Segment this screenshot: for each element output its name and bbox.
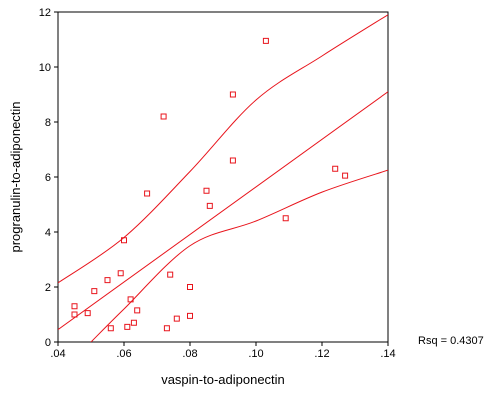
data-point-22 (229, 91, 236, 98)
data-point-20 (203, 187, 210, 194)
y-tick-label-3: 4 (45, 227, 51, 239)
data-point-7 (117, 270, 124, 277)
data-point-23 (229, 157, 236, 164)
data-point-10 (127, 296, 134, 303)
data-point-11 (130, 319, 137, 326)
data-point-3 (84, 310, 91, 317)
data-point-19 (187, 312, 193, 319)
data-point-13 (144, 190, 151, 197)
y-tick-label-6: 10 (39, 62, 51, 74)
y-tick-label-1: 0 (45, 337, 51, 349)
x-tick-label-4: .10 (248, 348, 263, 360)
confidence-bands (58, 14, 388, 342)
x-tick-label-5: .12 (314, 348, 329, 360)
data-point-24 (262, 37, 269, 44)
regression-line (58, 91, 388, 331)
data-point-16 (167, 271, 174, 278)
data-point-14 (160, 113, 167, 120)
y-axis-ticks: 0 2 4 6 8 10 12 (39, 7, 58, 349)
plot-frame (57, 11, 389, 343)
x-axis-ticks: .04 .06 .08 .10 .12 .14 (50, 342, 396, 360)
data-point-21 (206, 202, 213, 209)
data-point-27 (342, 172, 349, 179)
y-axis-title: progranulin-to-adiponectin (8, 101, 23, 252)
data-points (71, 37, 349, 332)
data-point-12 (134, 307, 141, 314)
data-point-6 (107, 325, 114, 332)
x-axis-title: vaspin-to-adiponectin (161, 372, 285, 387)
data-point-2 (71, 311, 78, 318)
data-point-1 (71, 303, 78, 310)
x-tick-label-3: .08 (182, 348, 197, 360)
regression-line-group (58, 91, 388, 331)
data-point-26 (332, 165, 339, 172)
y-tick-label-4: 6 (45, 172, 51, 184)
x-tick-label-2: .06 (116, 348, 131, 360)
y-tick-label-5: 8 (45, 117, 51, 129)
data-point-17 (173, 315, 180, 322)
data-point-8 (121, 237, 127, 244)
data-point-4 (91, 288, 98, 295)
upper-confidence-band (58, 14, 388, 284)
data-point-18 (187, 284, 193, 290)
rsq-annotation: Rsq = 0.4307 (418, 335, 484, 347)
x-tick-label-1: .04 (50, 348, 65, 360)
y-tick-label-7: 12 (39, 7, 51, 19)
data-point-9 (124, 323, 131, 330)
data-point-25 (282, 215, 289, 222)
y-tick-label-2: 2 (45, 282, 51, 294)
data-point-5 (104, 277, 111, 284)
x-tick-label-6: .14 (380, 348, 395, 360)
lower-confidence-band (90, 169, 388, 342)
data-point-15 (163, 325, 170, 332)
